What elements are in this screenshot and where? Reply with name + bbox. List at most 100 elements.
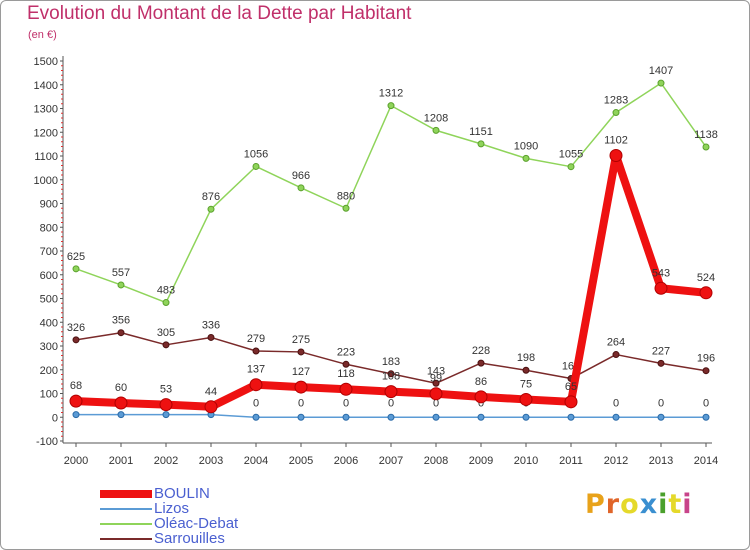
data-label-ol-ac-debat: 483 — [157, 285, 175, 297]
data-label-lizos: 0 — [253, 397, 259, 409]
data-label-sarrouilles: 264 — [607, 337, 625, 349]
y-tick-label: 700 — [40, 246, 58, 258]
data-point-boulin — [294, 380, 308, 394]
legend-label-lizos: Lizos — [154, 500, 190, 517]
x-tick-label: 2014 — [694, 455, 718, 467]
y-tick-label: 400 — [40, 317, 58, 329]
data-label-boulin: 118 — [337, 368, 355, 380]
legend-label-ol-ac-debat: Oléac-Debat — [154, 515, 239, 532]
data-label-sarrouilles: 196 — [697, 353, 715, 365]
data-point-boulin — [339, 382, 353, 396]
data-point-ol-ac-debat — [657, 79, 665, 87]
y-tick-label: 1000 — [34, 175, 58, 187]
y-tick-label: 600 — [40, 270, 58, 282]
data-label-lizos: 0 — [433, 397, 439, 409]
data-point-ol-ac-debat — [342, 204, 350, 212]
data-point-lizos — [387, 413, 395, 421]
chart-title: Evolution du Montant de la Dette par Hab… — [27, 3, 412, 24]
data-point-sarrouilles — [207, 333, 215, 341]
data-point-sarrouilles — [162, 341, 170, 349]
data-point-boulin — [564, 395, 578, 409]
logo-letter: r — [605, 489, 621, 520]
logo-letter: i — [658, 489, 669, 520]
series-line-boulin — [72, 151, 710, 411]
legend-item-lizos: Lizos — [100, 501, 340, 517]
y-tick-label: 800 — [40, 222, 58, 234]
data-point-sarrouilles — [342, 360, 350, 368]
data-point-ol-ac-debat — [702, 143, 710, 151]
y-tick-label: 1100 — [34, 151, 58, 163]
data-point-boulin — [519, 392, 533, 406]
logo-letter: t — [668, 489, 683, 520]
data-point-ol-ac-debat — [252, 162, 260, 170]
data-label-boulin: 543 — [652, 267, 670, 279]
data-label-lizos: 0 — [658, 397, 664, 409]
x-tick-label: 2005 — [289, 455, 313, 467]
data-point-ol-ac-debat — [567, 163, 575, 171]
proxiti-logo: Proxiti — [585, 489, 693, 520]
data-point-boulin — [69, 394, 83, 408]
x-tick-label: 2009 — [469, 455, 493, 467]
data-point-lizos — [252, 413, 260, 421]
logo-letter: i — [682, 489, 693, 520]
data-point-boulin — [114, 396, 128, 410]
legend-swatch-lizos — [100, 508, 152, 510]
data-point-sarrouilles — [387, 370, 395, 378]
data-label-ol-ac-debat: 625 — [67, 251, 85, 263]
data-point-boulin — [654, 281, 668, 295]
data-label-boulin: 53 — [160, 384, 172, 396]
data-point-ol-ac-debat — [162, 299, 170, 307]
legend-label-boulin: BOULIN — [154, 485, 210, 502]
legend-item-boulin: BOULIN — [100, 486, 340, 502]
y-tick-label: 100 — [40, 389, 58, 401]
y-tick-label: 500 — [40, 294, 58, 306]
data-label-lizos: 0 — [613, 397, 619, 409]
x-tick-label: 2002 — [154, 455, 178, 467]
data-point-boulin — [159, 398, 173, 412]
data-label-ol-ac-debat: 1283 — [604, 95, 628, 107]
data-point-boulin — [204, 400, 218, 414]
data-label-sarrouilles: 183 — [382, 356, 400, 368]
y-tick-label: 900 — [40, 199, 58, 211]
x-tick-label: 2012 — [604, 455, 628, 467]
y-tick-label: 1500 — [34, 56, 58, 68]
data-label-boulin: 127 — [292, 366, 310, 378]
x-tick-label: 2003 — [199, 455, 223, 467]
legend-label-sarrouilles: Sarrouilles — [154, 530, 225, 547]
data-label-sarrouilles: 305 — [157, 327, 175, 339]
data-point-lizos — [72, 411, 80, 419]
data-label-ol-ac-debat: 1055 — [559, 149, 583, 161]
chart-unit: (en €) — [28, 29, 57, 41]
data-point-lizos — [162, 411, 170, 419]
y-tick-label: 200 — [40, 365, 58, 377]
data-point-boulin — [474, 390, 488, 404]
x-tick-label: 2007 — [379, 455, 403, 467]
data-point-lizos — [342, 413, 350, 421]
logo-letter: o — [620, 489, 640, 520]
y-tick-label: 1300 — [34, 104, 58, 116]
data-point-sarrouilles — [702, 367, 710, 375]
data-label-sarrouilles: 223 — [337, 346, 355, 358]
data-label-boulin: 99 — [430, 373, 442, 385]
x-tick-label: 2006 — [334, 455, 358, 467]
data-point-sarrouilles — [297, 348, 305, 356]
data-label-sarrouilles: 275 — [292, 334, 310, 346]
data-label-sarrouilles: 143 — [427, 365, 445, 377]
data-point-sarrouilles — [432, 379, 440, 387]
data-point-ol-ac-debat — [612, 109, 620, 117]
legend-item-ol-ac-debat: Oléac-Debat — [100, 516, 340, 532]
data-label-boulin: 86 — [475, 376, 487, 388]
x-tick-label: 2011 — [559, 455, 583, 467]
logo-letter: P — [585, 489, 606, 520]
data-label-ol-ac-debat: 880 — [337, 190, 355, 202]
data-label-sarrouilles: 228 — [472, 345, 490, 357]
data-point-lizos — [432, 413, 440, 421]
data-label-sarrouilles: 227 — [652, 345, 670, 357]
data-label-boulin: 60 — [115, 382, 127, 394]
data-point-ol-ac-debat — [522, 154, 530, 162]
data-label-boulin: 524 — [697, 272, 715, 284]
data-label-ol-ac-debat: 876 — [202, 191, 220, 203]
data-label-sarrouilles: 279 — [247, 333, 265, 345]
data-label-sarrouilles: 198 — [517, 352, 535, 364]
